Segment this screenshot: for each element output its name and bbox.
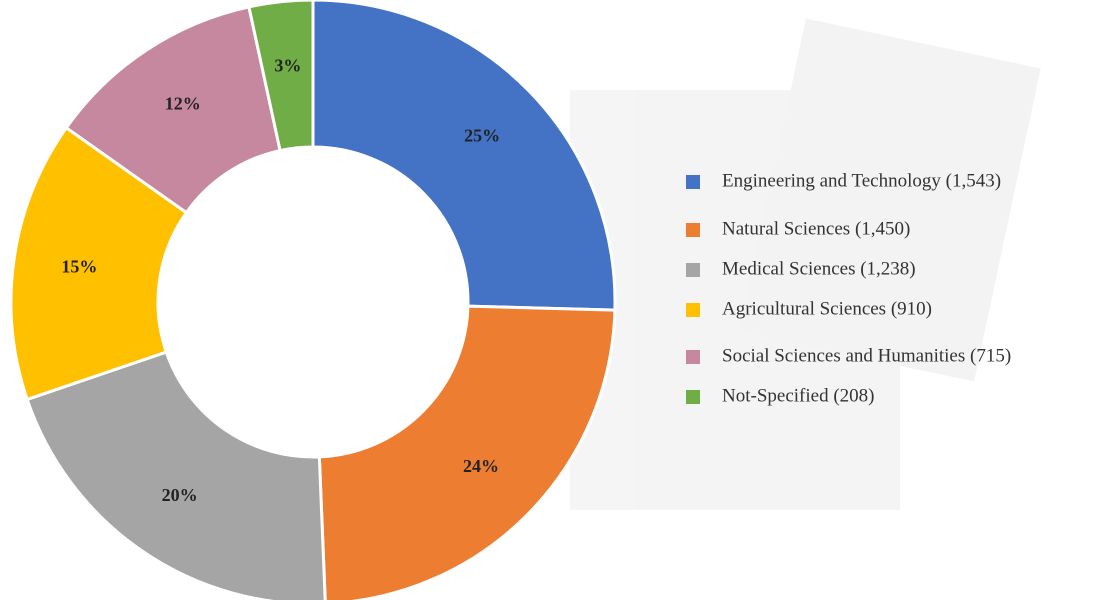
legend-swatch bbox=[686, 390, 700, 404]
legend-label: Medical Sciences (1,238) bbox=[722, 258, 916, 279]
donut-slice bbox=[317, 304, 617, 600]
legend-swatch bbox=[686, 223, 700, 237]
legend-label: Agricultural Sciences (910) bbox=[722, 298, 932, 319]
background-watermark bbox=[570, 18, 1041, 510]
donut-slice bbox=[311, 0, 617, 312]
legend-swatch bbox=[686, 303, 700, 317]
donut-slice bbox=[25, 350, 327, 600]
legend-swatch bbox=[686, 175, 700, 189]
donut-slice bbox=[9, 125, 189, 402]
value-label: 3% bbox=[274, 55, 301, 75]
value-label: 15% bbox=[61, 256, 97, 276]
value-label: 20% bbox=[162, 485, 198, 505]
legend-label: Engineering and Technology (1,543) bbox=[722, 170, 1001, 191]
legend-label: Natural Sciences (1,450) bbox=[722, 218, 910, 239]
legend-swatch bbox=[686, 263, 700, 277]
value-label: 24% bbox=[463, 456, 499, 476]
value-label: 12% bbox=[165, 93, 201, 113]
legend-label: Social Sciences and Humanities (715) bbox=[722, 345, 1011, 366]
legend-swatch bbox=[686, 350, 700, 364]
donut-slice bbox=[247, 0, 315, 153]
value-label: 25% bbox=[464, 125, 500, 145]
legend-label: Not-Specified (208) bbox=[722, 385, 874, 406]
